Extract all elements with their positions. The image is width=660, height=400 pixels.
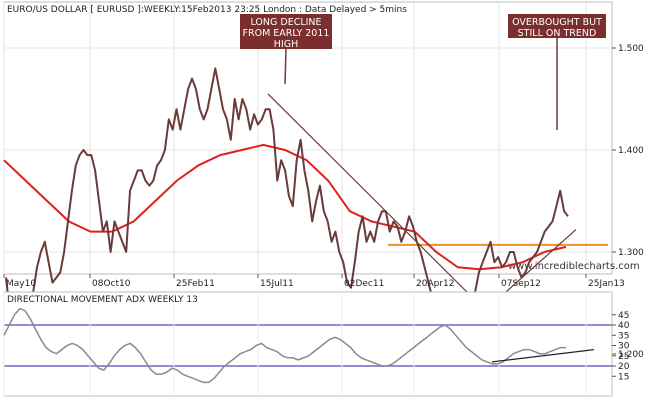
watermark: www.incrediblecharts.com bbox=[508, 261, 640, 272]
y-tick-label: 40 bbox=[618, 321, 630, 331]
adx-trendline bbox=[491, 349, 595, 363]
annotation-pointer bbox=[284, 48, 287, 85]
price-y-ticks: 1.500 1.400 1.300 1.200 bbox=[612, 44, 644, 360]
x-tick-label: 02Dec11 bbox=[344, 279, 384, 289]
annotation-box bbox=[240, 14, 332, 49]
adx-panel-frame bbox=[3, 291, 613, 397]
date-x-ticks: May10 08Oct10 25Feb11 15Jul11 02Dec11 20Apr12… bbox=[3, 274, 625, 289]
x-tick-label: 15Jul11 bbox=[260, 279, 294, 289]
x-tick-label: 20Apr12 bbox=[416, 279, 454, 289]
adx-chart-title: DIRECTIONAL MOVEMENT ADX WEEKLY 13 bbox=[7, 295, 198, 305]
y-tick-label: 35 bbox=[618, 331, 629, 341]
x-tick-label: May10 bbox=[6, 279, 36, 289]
annotation-text: FROM EARLY 2011 bbox=[243, 28, 330, 39]
x-tick-label: 25Feb11 bbox=[176, 279, 215, 289]
adx-series-layer bbox=[3, 307, 595, 384]
moving-average-line bbox=[3, 143, 567, 271]
annotation-text: STILL ON TREND bbox=[518, 28, 597, 39]
y-tick-label: 1.300 bbox=[618, 248, 644, 258]
decline-trendline bbox=[267, 93, 479, 304]
x-tick-label: 25Jan13 bbox=[588, 279, 625, 289]
annotation-text: LONG DECLINE bbox=[250, 17, 321, 28]
y-tick-label: 1.400 bbox=[618, 146, 644, 156]
annotation-text: HIGH bbox=[274, 39, 298, 50]
y-tick-label: 15 bbox=[618, 372, 629, 382]
adx-line bbox=[3, 307, 566, 384]
y-tick-label: 1.500 bbox=[618, 44, 644, 54]
y-tick-label: 1.200 bbox=[618, 350, 644, 360]
x-tick-label: 07Sep12 bbox=[501, 279, 541, 289]
price-chart-title: EURO/US DOLLAR [ EURUSD ]:WEEKLY:15Feb20… bbox=[7, 5, 407, 15]
annotation-text: OVERBOUGHT BUT bbox=[512, 17, 602, 28]
y-tick-label: 20 bbox=[618, 362, 630, 372]
y-tick-label: 45 bbox=[618, 311, 629, 321]
x-tick-label: 08Oct10 bbox=[92, 279, 131, 289]
y-tick-label: 25 bbox=[618, 352, 629, 362]
y-tick-label: 30 bbox=[618, 342, 630, 352]
adx-grid bbox=[3, 292, 612, 396]
annotation-box bbox=[508, 14, 606, 38]
